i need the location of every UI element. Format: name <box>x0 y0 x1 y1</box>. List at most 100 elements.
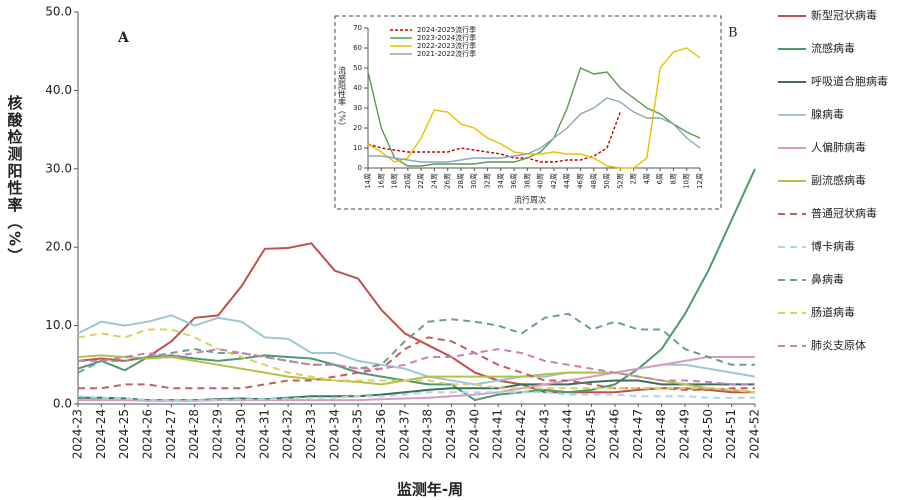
x-tick-label: 2024-50 <box>701 409 715 459</box>
x-tick-label: 2024-34 <box>327 409 341 459</box>
y-tick-label: 60 <box>353 44 362 52</box>
x-tick-label: 2024-24 <box>94 409 108 459</box>
x-tick-label: 2024-49 <box>677 409 691 459</box>
x-tick-label: 52周 <box>616 173 624 189</box>
series-line <box>78 348 755 386</box>
x-tick-label: 2024-28 <box>187 409 201 459</box>
x-tick-label: 18周 <box>391 173 399 189</box>
legend-label: 2023-2024流行季 <box>417 33 476 42</box>
y-tick-label: 50.0 <box>45 5 72 19</box>
series-line <box>367 47 701 169</box>
x-tick-label: 10周 <box>683 173 691 189</box>
series-line <box>368 97 701 163</box>
legend-label: 新型冠状病毒 <box>811 8 877 22</box>
y-tick-label: 40 <box>353 84 362 92</box>
panel-label: B <box>728 26 738 41</box>
x-tick-label: 44周 <box>563 173 571 189</box>
x-tick-label: 2024-38 <box>421 409 435 459</box>
series-line <box>77 242 755 394</box>
x-tick-label: 2024-43 <box>537 409 551 459</box>
legend-label: 副流感病毒 <box>811 173 866 187</box>
legend-label: 博卡病毒 <box>811 239 855 253</box>
x-tick-label: 38周 <box>523 173 531 189</box>
legend-label: 肠道病毒 <box>811 305 855 319</box>
x-tick-label: 2024-32 <box>281 409 295 459</box>
y-tick-label: 70 <box>353 24 362 32</box>
x-tick-label: 2024-39 <box>444 409 458 459</box>
x-tick-label: 2024-31 <box>257 409 271 459</box>
x-tick-label: 46周 <box>576 173 584 189</box>
x-tick-label: 12周 <box>696 173 704 189</box>
y-tick-label: 30 <box>353 104 362 112</box>
y-tick-label: 0.0 <box>53 397 72 411</box>
x-tick-label: 48周 <box>590 173 598 189</box>
x-axis-title: 监测年-周 <box>397 481 463 499</box>
legend-label: 人偏肺病毒 <box>811 140 866 154</box>
x-tick-label: 8周 <box>669 173 677 184</box>
x-tick-label: 36周 <box>510 173 518 189</box>
y-tick-label: 10.0 <box>45 318 72 332</box>
x-tick-label: 42周 <box>550 173 558 189</box>
x-tick-label: 50周 <box>603 173 611 189</box>
x-tick-label: 2周 <box>630 173 638 184</box>
legend-label: 肺炎支原体 <box>811 338 866 352</box>
y-tick-label: 20.0 <box>45 240 72 254</box>
series-line <box>78 336 755 391</box>
x-tick-label: 32周 <box>484 173 492 189</box>
y-tick-label: 40.0 <box>45 83 72 97</box>
x-tick-label: 4周 <box>643 173 651 184</box>
x-axis-title: 流行周次 <box>514 195 546 205</box>
series-line <box>77 354 756 394</box>
x-tick-label: 2024-44 <box>561 409 575 459</box>
y-tick-label: 20 <box>353 124 362 132</box>
y-axis-title: 核酸检测阳性率（%） <box>6 94 24 265</box>
legend-label: 腺病毒 <box>811 107 844 121</box>
x-tick-label: 22周 <box>417 173 425 189</box>
x-tick-label: 26周 <box>444 173 452 189</box>
x-tick-label: 2024-52 <box>748 409 762 459</box>
x-tick-label: 2024-37 <box>397 409 411 459</box>
legend-label: 普通冠状病毒 <box>811 206 877 220</box>
series-line <box>77 391 755 402</box>
x-tick-label: 2024-46 <box>607 409 621 459</box>
panel-label: A <box>117 30 130 46</box>
x-tick-label: 34周 <box>497 173 505 189</box>
y-tick-label: 30.0 <box>45 161 72 175</box>
series-line <box>77 328 756 394</box>
x-tick-label: 6周 <box>656 173 664 184</box>
x-tick-label: 2024-29 <box>211 409 225 459</box>
x-tick-label: 2024-41 <box>491 409 505 459</box>
x-tick-label: 24周 <box>430 173 438 189</box>
x-tick-label: 2024-23 <box>71 409 85 459</box>
legend-label: 2024-2025流行季 <box>417 25 476 34</box>
legend-label: 呼吸道合胞病毒 <box>811 74 888 88</box>
x-tick-label: 2024-36 <box>374 409 388 459</box>
x-tick-label: 2024-40 <box>467 409 481 459</box>
x-tick-label: 2024-51 <box>724 409 738 459</box>
series-line <box>77 314 756 386</box>
y-tick-label: 50 <box>353 64 362 72</box>
legend-label: 鼻病毒 <box>811 272 844 286</box>
x-tick-label: 2024-27 <box>164 409 178 459</box>
x-tick-label: 28周 <box>457 173 465 189</box>
legend-label: 2021-2022流行季 <box>417 49 476 58</box>
legend-label: 流感病毒 <box>811 41 855 55</box>
y-tick-label: 10 <box>353 144 362 152</box>
x-tick-label: 14周 <box>364 173 372 189</box>
x-tick-label: 2024-45 <box>584 409 598 459</box>
x-tick-label: 2024-30 <box>234 409 248 459</box>
x-tick-label: 40周 <box>537 173 545 189</box>
x-tick-label: 2024-33 <box>304 409 318 459</box>
x-tick-label: 2024-26 <box>141 409 155 459</box>
series-line <box>77 312 755 374</box>
x-tick-label: 2024-35 <box>351 409 365 459</box>
x-tick-label: 30周 <box>470 173 478 189</box>
series-line <box>77 168 756 402</box>
x-tick-label: 2024-42 <box>514 409 528 459</box>
y-tick-label: 0 <box>358 164 362 172</box>
x-tick-label: 20周 <box>404 173 412 189</box>
series-line <box>367 111 621 163</box>
x-tick-label: 16周 <box>377 173 385 189</box>
series-line <box>367 67 701 167</box>
